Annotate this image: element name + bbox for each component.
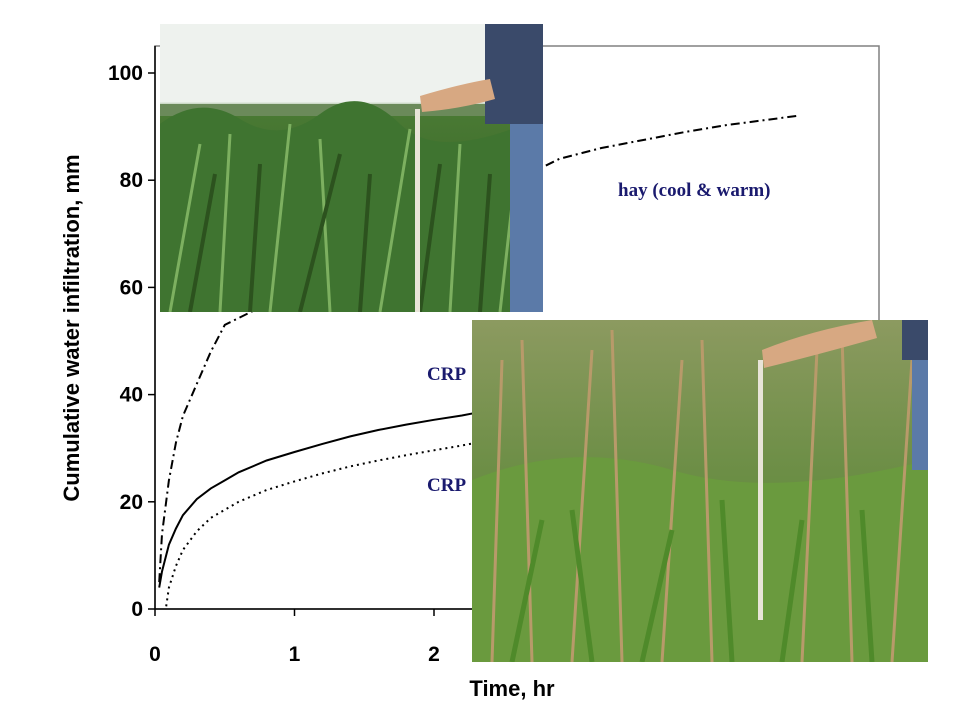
x-tick-label: 1 <box>289 643 301 666</box>
y-tick-label: 100 <box>108 62 143 85</box>
annotation-hay: hay (cool & warm) <box>618 180 771 201</box>
y-tick-label: 80 <box>120 169 143 192</box>
series-line-crp-dotted <box>165 441 476 607</box>
x-tick-label: 0 <box>149 643 161 666</box>
hay-field-photo <box>160 24 543 312</box>
y-tick-label: 0 <box>131 598 143 621</box>
annotation-crp-dotted: CRP <box>427 475 466 496</box>
y-tick-label: 20 <box>120 491 143 514</box>
x-tick-label: 2 <box>428 643 440 666</box>
series-line-hay <box>158 114 797 583</box>
series-line-crp-solid <box>158 411 476 588</box>
y-tick-label: 40 <box>120 384 143 407</box>
x-axis-title: Time, hr <box>469 676 555 701</box>
annotation-crp-solid: CRP <box>427 364 466 385</box>
y-tick-label: 60 <box>120 276 143 299</box>
y-axis-title: Cumulative water infiltration, mm <box>59 154 84 501</box>
crp-field-photo <box>472 320 928 662</box>
